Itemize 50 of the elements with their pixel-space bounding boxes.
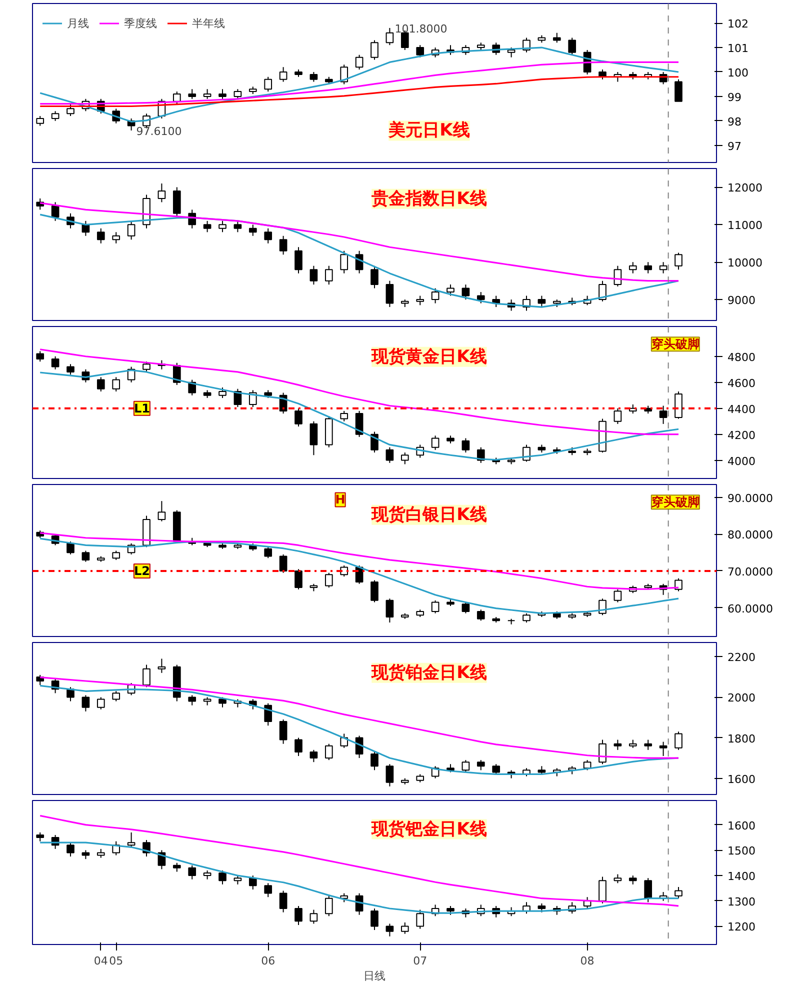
y-tick-label: 1600 [728,819,756,832]
y-tick-label: 1300 [728,895,756,908]
y-tick-label: 99 [728,90,742,104]
legend-label: 月线 [67,16,89,30]
y-tick-label: 2000 [728,692,756,705]
y-tick-label: 80.0000 [728,528,773,542]
text: 现货钯金日K线 [370,819,487,840]
y-tick-label: 4000 [728,454,756,468]
y-tick-label: 2200 [728,651,756,664]
legend-label: 半年线 [192,16,225,30]
annotation: 穿头破脚 [650,495,700,510]
text: 现货铂金日K线 [370,662,487,683]
text: 现货白银日K线 [370,504,487,525]
x-axis-title: 日线 [364,970,386,982]
legend-label: 季度线 [124,16,157,30]
text: 现货黄金日K线 [370,346,487,367]
y-tick-label: 4800 [728,350,756,364]
x-tick-label: 07 [413,954,428,968]
ref-line-label: L2 [134,564,150,578]
y-tick-label: 101 [728,42,748,56]
y-tick-label: 4600 [728,376,756,390]
y-tick-label: 9000 [728,294,756,308]
y-tick-label: 4400 [728,402,756,416]
y-tick-label: 60.0000 [728,602,773,616]
annotation: 穿头破脚 [650,337,700,352]
x-tick-label: 06 [261,954,276,968]
y-tick-label: 98 [728,115,742,128]
y-tick-label: 90.0000 [728,492,773,505]
text: 贵金指数日K线 [370,188,487,209]
y-tick-label: 12000 [728,182,762,195]
y-tick-label: 97 [728,140,742,153]
x-tick-label: 08 [580,954,594,968]
annotation: 97.6100 [136,124,182,138]
annotation: H [335,492,346,507]
annotation: 101.8000 [394,22,448,36]
y-tick-label: 4200 [728,428,756,442]
y-tick-label: 1500 [728,844,756,858]
y-tick-label: 11000 [728,219,762,232]
y-tick-label: 100 [728,66,748,80]
y-tick-label: 1400 [728,870,756,884]
ref-line-label: L1 [134,401,150,416]
y-tick-label: 1800 [728,732,756,746]
y-tick-label: 70.0000 [728,565,773,578]
y-tick-label: 1600 [728,772,756,786]
y-tick-label: 102 [728,18,748,31]
x-tick-label: 05 [109,954,124,968]
x-tick-label: 04 [94,954,108,968]
y-tick-label: 10000 [728,256,762,270]
y-tick-label: 1200 [728,920,756,934]
text: 美元日K线 [388,120,470,141]
